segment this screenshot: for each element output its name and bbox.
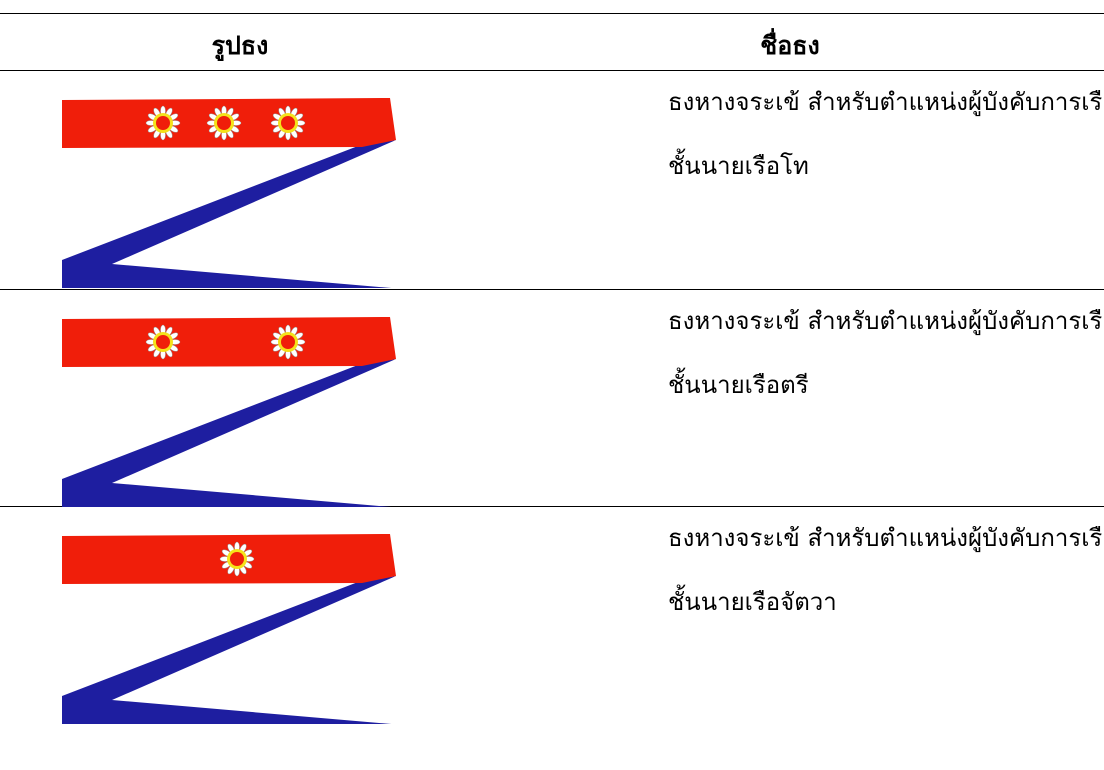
flag-tail	[62, 359, 396, 507]
flag-tail	[62, 140, 396, 288]
flag-name-line: ธงหางจระเข้ สำหรับตำแหน่งผู้บังคับการเรื…	[668, 88, 1104, 116]
flag-image	[62, 534, 396, 724]
flag-name-line: ชั้นนายเรือจัตวา	[668, 588, 837, 616]
column-header: ชื่อธง	[760, 31, 820, 60]
flag-image	[62, 317, 396, 507]
flag-image	[62, 98, 396, 288]
emblem-center	[281, 116, 295, 130]
table-row: ธงหางจระเข้ สำหรับตำแหน่งผู้บังคับการเรื…	[0, 289, 1104, 507]
flag-name-line: ธงหางจระเข้ สำหรับตำแหน่งผู้บังคับการเรื…	[668, 524, 1104, 552]
row-rule	[0, 289, 1104, 290]
header-rule	[0, 70, 1104, 71]
table-top-rule	[0, 13, 1104, 14]
emblem-center	[156, 335, 170, 349]
emblem-center	[230, 552, 244, 566]
emblem-center	[156, 116, 170, 130]
flag-name-line: ธงหางจระเข้ สำหรับตำแหน่งผู้บังคับการเรื…	[668, 307, 1104, 335]
column-header: รูปธง	[211, 31, 269, 60]
flag-name-line: ชั้นนายเรือตรี	[668, 371, 809, 399]
flag-band	[62, 317, 396, 367]
flag-name-line: ชั้นนายเรือโท	[668, 152, 809, 180]
emblem-center	[281, 335, 295, 349]
flag-tail	[62, 576, 396, 724]
table-row: ธงหางจระเข้ สำหรับตำแหน่งผู้บังคับการเรื…	[0, 70, 1104, 288]
emblem-center	[217, 116, 231, 130]
table-row: ธงหางจระเข้ สำหรับตำแหน่งผู้บังคับการเรื…	[0, 506, 1104, 724]
row-rule	[0, 506, 1104, 507]
